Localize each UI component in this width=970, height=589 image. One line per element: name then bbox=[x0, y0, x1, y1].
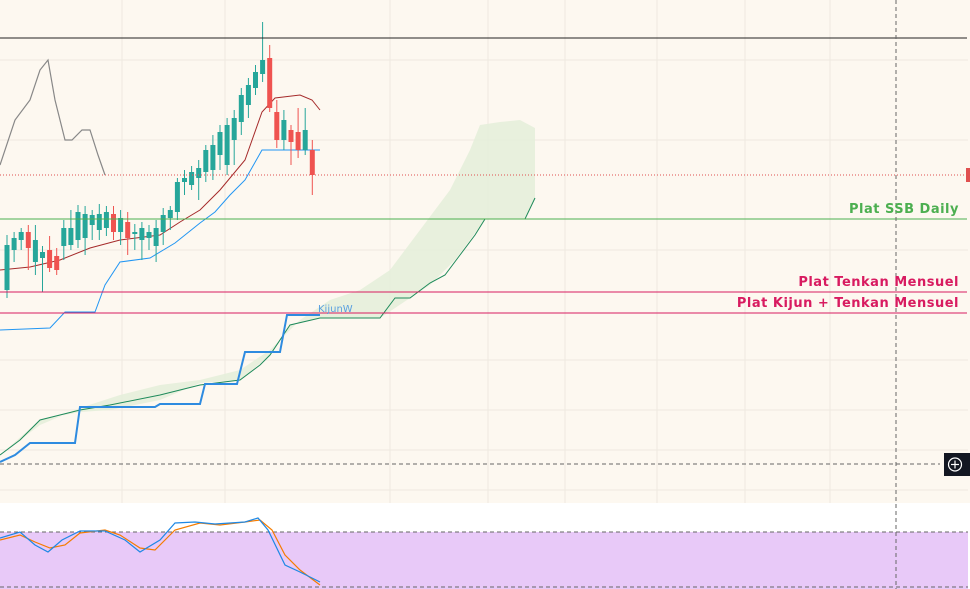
osc-main bbox=[0, 517, 321, 583]
candle-body bbox=[267, 58, 273, 108]
candle-body bbox=[182, 178, 187, 182]
candle-body bbox=[245, 85, 251, 105]
candle-body bbox=[274, 112, 280, 140]
candle-body bbox=[224, 125, 230, 165]
candle-body bbox=[160, 215, 166, 232]
candle-body bbox=[68, 228, 74, 245]
candle-body bbox=[125, 222, 131, 238]
candle-body bbox=[174, 182, 180, 212]
candle-body bbox=[111, 214, 116, 232]
kumo-cloud bbox=[0, 120, 535, 455]
tenkan-line bbox=[0, 94, 321, 271]
candle-body bbox=[4, 245, 10, 290]
candle-body bbox=[61, 228, 67, 246]
candle-body bbox=[260, 60, 266, 74]
candle-body bbox=[281, 120, 287, 140]
candle-body bbox=[167, 210, 173, 218]
candle-body bbox=[302, 130, 308, 150]
candle-body bbox=[96, 214, 102, 230]
osc-signal bbox=[0, 519, 321, 586]
candle-body bbox=[196, 168, 202, 178]
candle-body bbox=[217, 132, 223, 155]
candle-body bbox=[309, 150, 315, 175]
main-pane bbox=[0, 0, 970, 503]
candle-body bbox=[132, 232, 138, 234]
candle-body bbox=[25, 232, 31, 248]
candle-body bbox=[40, 252, 45, 258]
grid bbox=[0, 0, 968, 503]
candle-body bbox=[18, 232, 24, 240]
tenkan-mensuel-label: Plat Tenkan Mensuel bbox=[798, 275, 959, 290]
candle-body bbox=[139, 228, 145, 240]
candle-body bbox=[189, 172, 195, 185]
candle-body bbox=[288, 130, 294, 142]
candle-body bbox=[238, 95, 244, 122]
oscillator-pane bbox=[0, 532, 968, 589]
candle-body bbox=[203, 150, 209, 172]
candle-body bbox=[146, 232, 152, 238]
candle-body bbox=[231, 118, 237, 140]
candle-body bbox=[210, 145, 216, 170]
candle-body bbox=[295, 132, 301, 150]
candle-body bbox=[253, 72, 258, 88]
candle-body bbox=[82, 214, 88, 238]
candle-body bbox=[103, 212, 109, 228]
kijunw-label: KijunW bbox=[318, 304, 353, 315]
candle-body bbox=[32, 240, 38, 262]
price-tag bbox=[966, 168, 970, 182]
kijun-line bbox=[0, 149, 320, 331]
kijun-tenkan-label: Plat Kijun + Tenkan Mensuel bbox=[737, 296, 959, 311]
candles bbox=[4, 22, 315, 298]
chikou-line bbox=[0, 58, 106, 176]
candle-body bbox=[118, 218, 124, 232]
candle-body bbox=[75, 212, 81, 240]
candle-body bbox=[89, 215, 95, 225]
kijunw-line bbox=[0, 314, 320, 463]
ssb-daily-label: Plat SSB Daily bbox=[849, 202, 959, 217]
crosshair-button[interactable] bbox=[944, 453, 970, 476]
candle-body bbox=[11, 238, 17, 250]
candle-body bbox=[54, 256, 60, 270]
candle-body bbox=[153, 228, 159, 246]
candle-body bbox=[47, 250, 53, 268]
